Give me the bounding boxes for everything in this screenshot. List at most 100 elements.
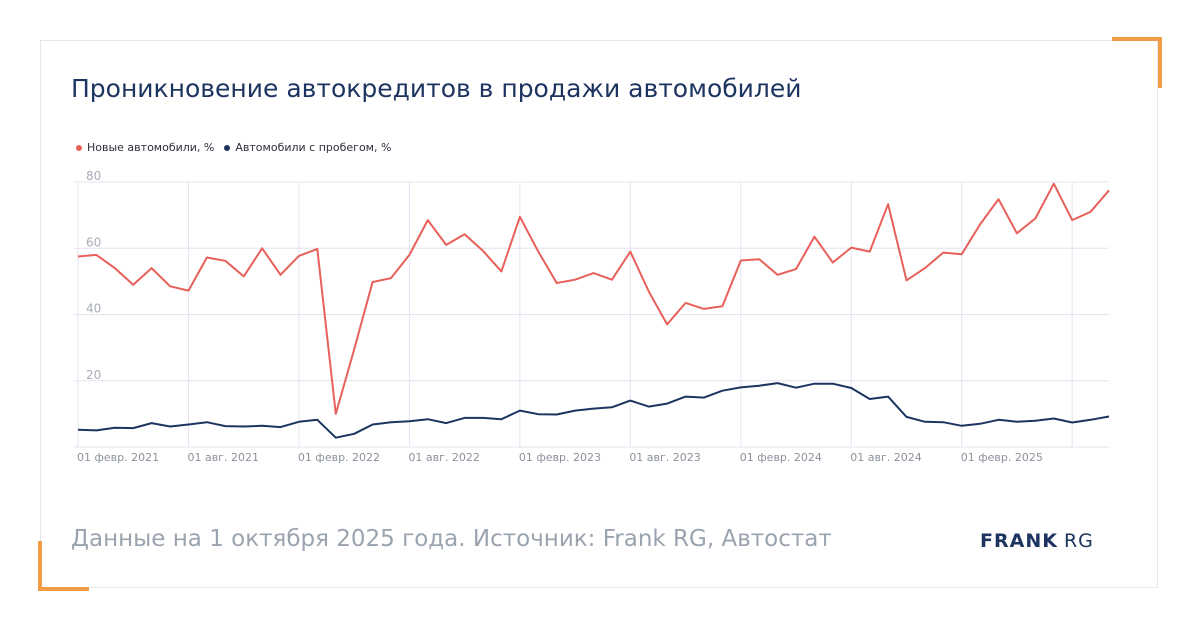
data-point[interactable] — [901, 275, 911, 285]
legend-item-new-cars[interactable]: Новые автомобили, % — [76, 141, 214, 154]
data-point[interactable] — [294, 417, 304, 427]
data-point[interactable] — [386, 273, 396, 283]
data-point[interactable] — [312, 244, 322, 254]
data-point[interactable] — [699, 393, 709, 403]
data-point[interactable] — [423, 215, 433, 225]
data-point[interactable] — [460, 413, 470, 423]
data-point[interactable] — [625, 396, 635, 406]
data-point[interactable] — [1104, 412, 1114, 422]
data-point[interactable] — [368, 419, 378, 429]
data-point[interactable] — [183, 419, 193, 429]
data-point[interactable] — [1086, 207, 1096, 217]
data-point[interactable] — [883, 392, 893, 402]
data-point[interactable] — [1012, 228, 1022, 238]
data-point[interactable] — [717, 386, 727, 396]
data-point[interactable] — [938, 417, 948, 427]
data-point[interactable] — [349, 429, 359, 439]
data-point[interactable] — [423, 414, 433, 424]
data-point[interactable] — [681, 392, 691, 402]
legend-item-used-cars[interactable]: Автомобили с пробегом, % — [224, 141, 391, 154]
data-point[interactable] — [312, 415, 322, 425]
data-point[interactable] — [128, 280, 138, 290]
data-point[interactable] — [1049, 414, 1059, 424]
data-point[interactable] — [920, 417, 930, 427]
data-point[interactable] — [1067, 417, 1077, 427]
data-point[interactable] — [809, 232, 819, 242]
data-point[interactable] — [257, 421, 267, 431]
data-point[interactable] — [165, 281, 175, 291]
data-point[interactable] — [791, 264, 801, 274]
data-point[interactable] — [183, 286, 193, 296]
data-point[interactable] — [496, 266, 506, 276]
data-point[interactable] — [239, 271, 249, 281]
data-point[interactable] — [441, 418, 451, 428]
data-point[interactable] — [754, 254, 764, 264]
data-point[interactable] — [202, 417, 212, 427]
data-point[interactable] — [533, 409, 543, 419]
data-point[interactable] — [846, 383, 856, 393]
data-point[interactable] — [368, 277, 378, 287]
data-point[interactable] — [809, 379, 819, 389]
data-point[interactable] — [73, 425, 83, 435]
data-point[interactable] — [736, 256, 746, 266]
data-point[interactable] — [1104, 185, 1114, 195]
data-point[interactable] — [110, 263, 120, 273]
data-point[interactable] — [662, 399, 672, 409]
data-point[interactable] — [828, 379, 838, 389]
data-point[interactable] — [91, 425, 101, 435]
data-point[interactable] — [644, 402, 654, 412]
data-point[interactable] — [515, 406, 525, 416]
data-point[interactable] — [276, 270, 286, 280]
data-point[interactable] — [147, 263, 157, 273]
data-point[interactable] — [496, 414, 506, 424]
data-point[interactable] — [1067, 215, 1077, 225]
data-point[interactable] — [515, 212, 525, 222]
data-point[interactable] — [331, 409, 341, 419]
data-point[interactable] — [570, 406, 580, 416]
data-point[interactable] — [1030, 213, 1040, 223]
data-point[interactable] — [276, 422, 286, 432]
data-point[interactable] — [589, 404, 599, 414]
data-point[interactable] — [91, 250, 101, 260]
data-point[interactable] — [920, 263, 930, 273]
data-point[interactable] — [994, 194, 1004, 204]
data-point[interactable] — [865, 247, 875, 257]
data-point[interactable] — [73, 252, 83, 262]
data-point[interactable] — [754, 381, 764, 391]
data-point[interactable] — [607, 402, 617, 412]
data-point[interactable] — [202, 253, 212, 263]
data-point[interactable] — [331, 433, 341, 443]
data-point[interactable] — [257, 243, 267, 253]
data-point[interactable] — [1086, 415, 1096, 425]
data-point[interactable] — [938, 248, 948, 258]
data-point[interactable] — [699, 304, 709, 314]
data-point[interactable] — [957, 249, 967, 259]
data-point[interactable] — [846, 243, 856, 253]
data-point[interactable] — [865, 394, 875, 404]
data-point[interactable] — [533, 247, 543, 257]
data-point[interactable] — [1049, 179, 1059, 189]
data-point[interactable] — [404, 250, 414, 260]
data-point[interactable] — [717, 301, 727, 311]
data-point[interactable] — [165, 421, 175, 431]
data-point[interactable] — [975, 419, 985, 429]
data-point[interactable] — [147, 418, 157, 428]
data-point[interactable] — [386, 417, 396, 427]
data-point[interactable] — [736, 382, 746, 392]
data-point[interactable] — [994, 415, 1004, 425]
data-point[interactable] — [625, 247, 635, 257]
data-point[interactable] — [570, 275, 580, 285]
data-point[interactable] — [975, 219, 985, 229]
data-point[interactable] — [883, 199, 893, 209]
data-point[interactable] — [110, 423, 120, 433]
data-point[interactable] — [294, 251, 304, 261]
data-point[interactable] — [773, 378, 783, 388]
data-point[interactable] — [901, 412, 911, 422]
data-point[interactable] — [773, 270, 783, 280]
data-point[interactable] — [220, 256, 230, 266]
data-point[interactable] — [478, 413, 488, 423]
data-point[interactable] — [239, 421, 249, 431]
data-point[interactable] — [791, 383, 801, 393]
data-point[interactable] — [1030, 416, 1040, 426]
data-point[interactable] — [441, 240, 451, 250]
